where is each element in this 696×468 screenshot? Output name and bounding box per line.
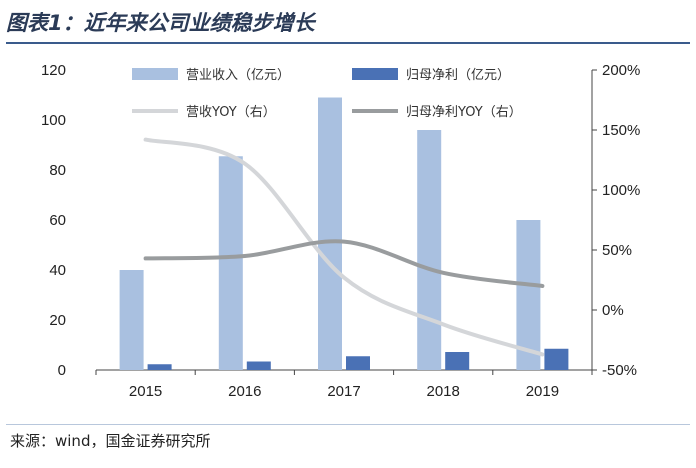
y-right-tick-label: 150% — [602, 122, 640, 139]
yoy-lines — [143, 137, 545, 357]
y-right-tick-label: 200% — [602, 62, 640, 79]
figure-title: 图表1：近年来公司业绩稳步增长 — [6, 11, 315, 35]
x-tick-label: 2019 — [526, 383, 559, 400]
legend-revenue-label: 营业收入（亿元） — [186, 68, 290, 83]
axes: 0 20 40 60 80 100 120 -50% 0% 50% 100% 150% 200% 2015… — [41, 62, 640, 400]
legend-revenue-yoy-label: 营收YOY（右） — [186, 105, 276, 120]
x-tick-label: 2015 — [129, 383, 162, 400]
revenue-bar — [218, 156, 243, 370]
profit-bar — [246, 361, 271, 370]
legend-profit-yoy-label: 归母净利YOY（右） — [406, 105, 522, 120]
y-left-tick-label: 20 — [49, 312, 66, 329]
y-left-tick-label: 80 — [49, 162, 66, 179]
revenue-bar — [516, 220, 541, 370]
revenue-bar — [119, 270, 144, 370]
y-right-tick-label: -50% — [602, 362, 637, 379]
profit-yoy-line — [143, 239, 545, 288]
legend-revenue-swatch — [132, 68, 178, 80]
source-divider — [6, 424, 690, 425]
y-left-tick-label: 120 — [41, 62, 66, 79]
y-right-tick-label: 50% — [602, 242, 632, 259]
profit-bar — [544, 348, 569, 370]
y-right-tick-label: 100% — [602, 182, 640, 199]
legend: 营业收入（亿元） 归母净利（亿元） 营收YOY（右） 归母净利YOY（右） — [132, 68, 522, 120]
x-tick-label: 2018 — [427, 383, 460, 400]
revenue-bar — [318, 97, 342, 370]
profit-bar — [445, 352, 470, 370]
x-tick-label: 2016 — [228, 383, 261, 400]
title-divider — [6, 42, 690, 44]
revenue-bar — [417, 130, 442, 370]
y-left-tick-label: 100 — [41, 112, 66, 129]
y-left-tick-label: 40 — [49, 262, 66, 279]
legend-profit-label: 归母净利（亿元） — [406, 68, 510, 83]
x-tick-label: 2017 — [327, 383, 360, 400]
profit-bar — [147, 364, 172, 370]
revenue-yoy-line — [143, 137, 545, 357]
legend-profit-swatch — [352, 68, 398, 80]
chart: 0 20 40 60 80 100 120 -50% 0% 50% 100% 150% 200% 2015… — [41, 62, 640, 400]
source-note: 来源：wind，国金证券研究所 — [10, 432, 211, 450]
bars — [119, 97, 569, 370]
y-right-tick-label: 0% — [602, 302, 624, 319]
y-left-tick-label: 0 — [58, 362, 66, 379]
profit-bar — [346, 356, 370, 370]
y-left-tick-label: 60 — [49, 212, 66, 229]
